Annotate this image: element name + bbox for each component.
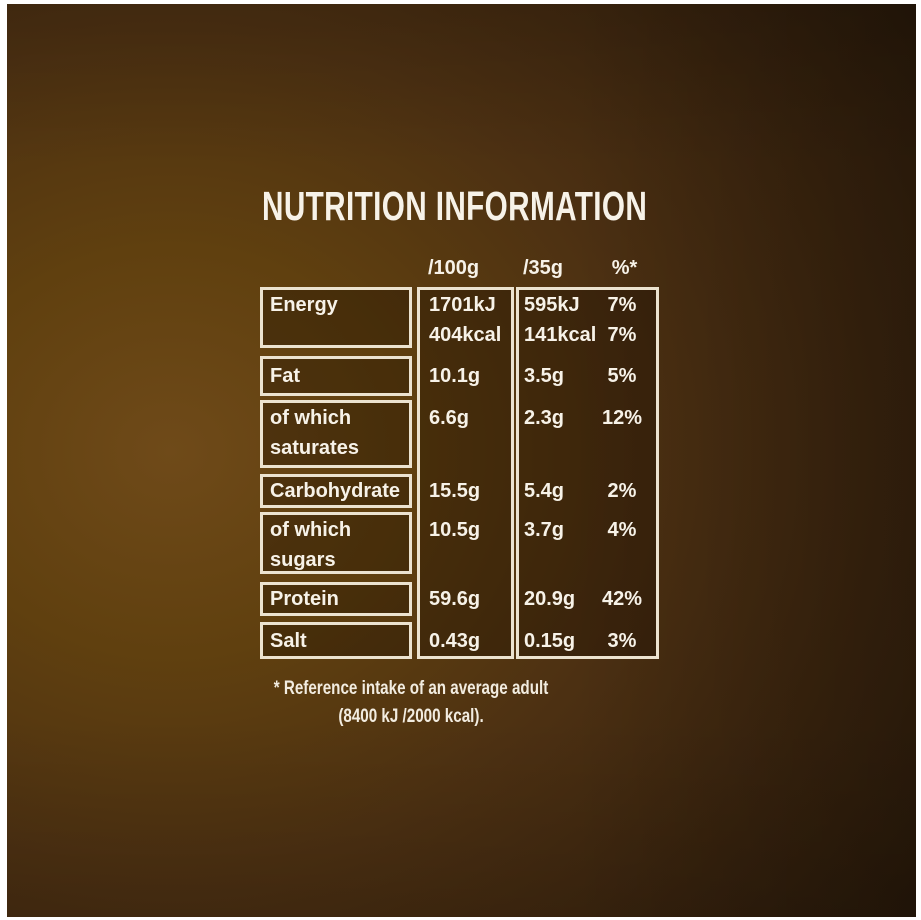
nutrition-table: Energy 1701kJ 404kcal 595kJ 141kcal 7% 7… (260, 287, 659, 659)
label-box-fat (260, 356, 412, 396)
column-header-per-35g: /35g (523, 257, 564, 279)
label-box-carbohydrate (260, 474, 412, 508)
value-energy-per-100g: 1701kJ 404kcal (429, 294, 502, 346)
footnote-line-2: (8400 kJ /2000 kcal). (338, 706, 484, 727)
value-sugars-per-35g: 3.7g (524, 519, 565, 541)
value-sugars-per-100g: 10.5g (429, 519, 481, 541)
value-salt-percent: 3% (607, 629, 637, 652)
value-protein-per-35g: 20.9g (524, 588, 576, 610)
value-saturates-percent: 12% (601, 407, 643, 429)
value-salt-per-35g: 0.15g (524, 629, 576, 652)
value-fat-per-35g: 3.5g (524, 365, 565, 387)
row-label-salt: Salt (270, 629, 307, 652)
package-photo-background: NUTRITION INFORMATION /100g /35g %* Ener… (7, 4, 916, 917)
row-label-fat: Fat (270, 365, 300, 387)
row-label-carbohydrate: Carbohydrate (270, 480, 401, 502)
reference-intake-footnote: * Reference intake of an average adult (… (267, 675, 555, 731)
label-box-sugars (260, 512, 412, 574)
column-header-percent-ri: %* (611, 257, 638, 279)
value-fat-percent: 5% (607, 365, 637, 387)
value-column-box-per-35g (516, 287, 659, 659)
value-protein-percent: 42% (601, 588, 643, 610)
row-label-protein: Protein (270, 588, 339, 610)
label-box-saturates (260, 400, 412, 468)
value-fat-per-100g: 10.1g (429, 365, 481, 387)
value-sugars-percent: 4% (607, 519, 637, 541)
label-box-salt (260, 622, 412, 659)
row-label-saturates: of which saturates (270, 407, 359, 459)
value-carbohydrate-per-35g: 5.4g (524, 480, 565, 502)
row-label-sugars: of which sugars (270, 519, 352, 571)
value-protein-per-100g: 59.6g (429, 588, 481, 610)
value-carbohydrate-percent: 2% (607, 480, 637, 502)
column-header-per-100g: /100g (428, 257, 480, 279)
panel-title: NUTRITION INFORMATION (262, 183, 648, 229)
label-box-protein (260, 582, 412, 616)
value-salt-per-100g: 0.43g (429, 629, 481, 652)
value-energy-percent: 7% 7% (607, 294, 637, 346)
value-saturates-per-35g: 2.3g (524, 407, 565, 429)
footnote-line-1: * Reference intake of an average adult (273, 678, 549, 699)
value-carbohydrate-per-100g: 15.5g (429, 480, 481, 502)
value-column-box-per-100g (417, 287, 514, 659)
label-box-energy (260, 287, 412, 348)
value-energy-per-35g: 595kJ 141kcal (524, 294, 597, 346)
row-label-energy: Energy (270, 294, 338, 316)
value-saturates-per-100g: 6.6g (429, 407, 470, 429)
